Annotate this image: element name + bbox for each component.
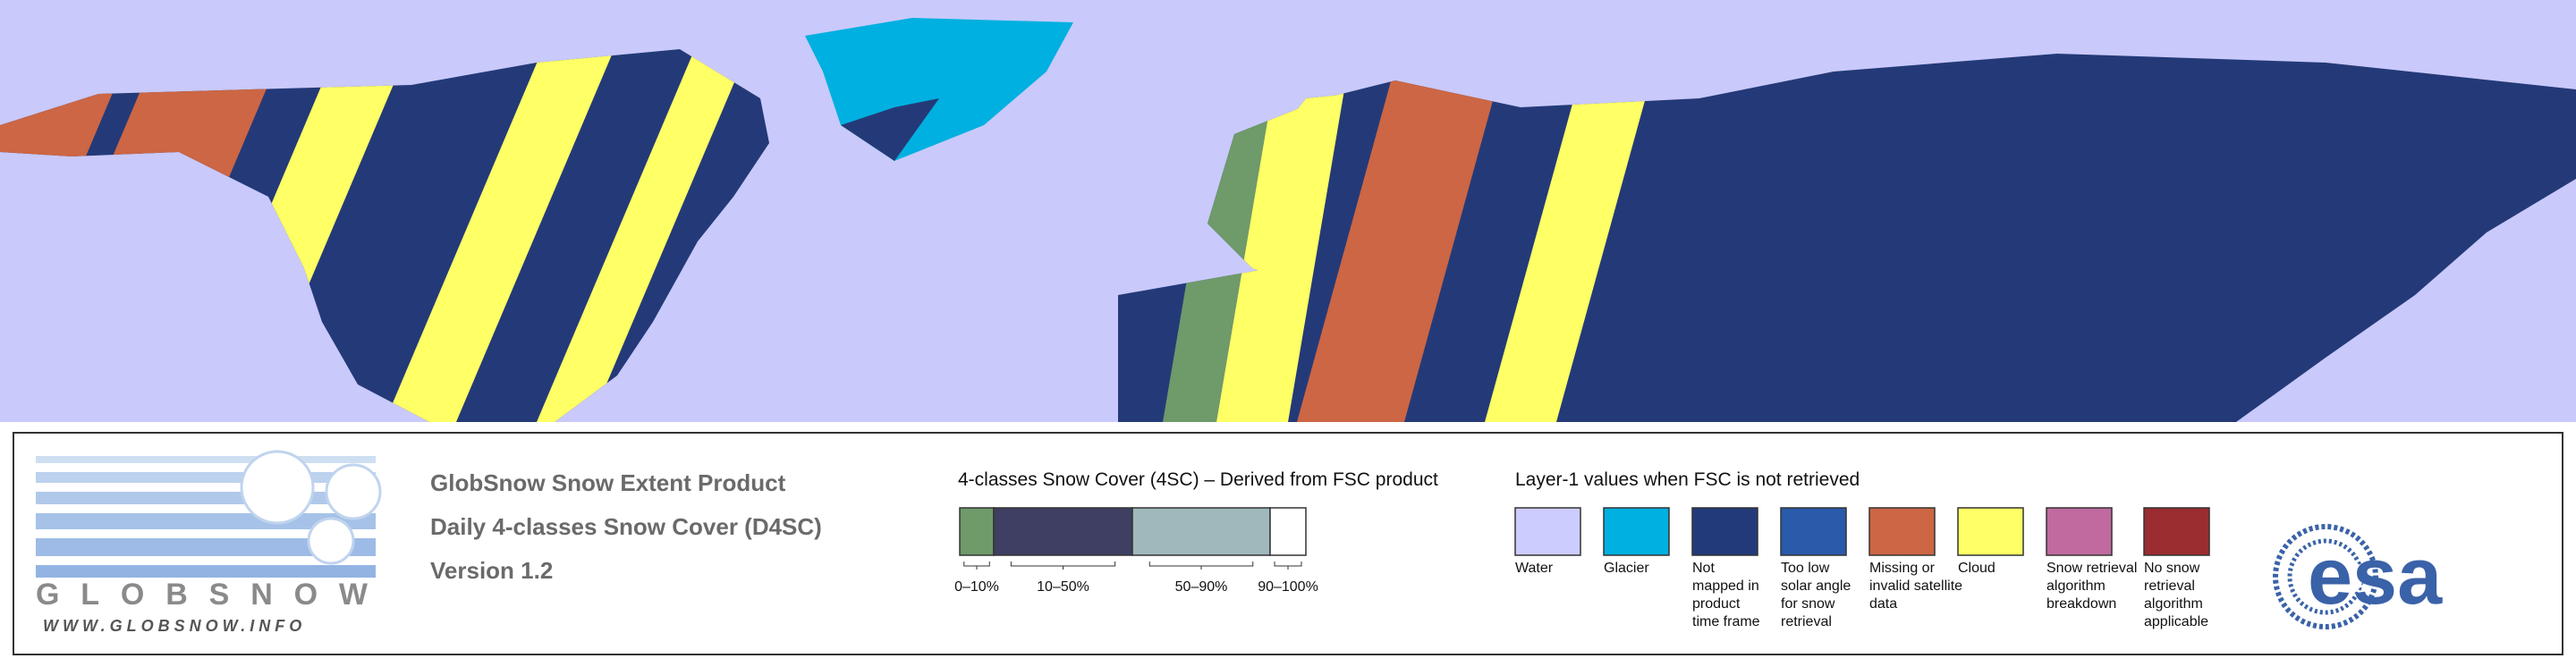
layer1-label: Snow retrieval algorithm breakdown: [2046, 561, 2137, 612]
product-line: Daily 4-classes Snow Cover (D4SC): [430, 513, 822, 540]
legend-layer1-title: Layer-1 values when FSC is not retrieved: [1515, 469, 1860, 490]
legend-4sc: 0–10% 10–50% 50–90% 90–100%: [954, 507, 1318, 595]
logo-url: WWW.GLOBSNOW.INFO: [43, 617, 306, 635]
class-bracket: [1010, 561, 1116, 570]
layer1-swatch: [1868, 507, 1936, 556]
layer1-label: No snow retrieval algorithm applicable: [2144, 561, 2208, 629]
layer1-label: Too low solar angle for snow retrieval: [1781, 561, 1851, 629]
class-swatch: [1131, 507, 1271, 556]
globsnow-logo: GLOBSNOW WWW.GLOBSNOW.INFO: [36, 450, 382, 635]
layer1-label: Glacier: [1604, 561, 1649, 576]
esa-logo: esa: [2273, 524, 2443, 629]
layer1-label-line: Glacier: [1604, 561, 1649, 576]
layer1-swatch: [1780, 507, 1847, 556]
layer1-label: Cloud: [1958, 561, 1996, 576]
product-info: GlobSnow Snow Extent Product Daily 4-clas…: [430, 469, 822, 584]
class-label: 0–10%: [954, 579, 999, 595]
layer1-label-line: invalid satellite: [1869, 578, 1962, 594]
layer1-label-line: Snow retrieval: [2046, 561, 2137, 576]
layer1-label-line: applicable: [2144, 614, 2208, 629]
class-label: 50–90%: [1175, 579, 1228, 595]
legend-4sc-title: 4-classes Snow Cover (4SC) – Derived fro…: [958, 469, 1438, 490]
map: [0, 0, 2576, 422]
layer1-swatch: [1514, 507, 1581, 556]
class-bracket: [1274, 561, 1302, 570]
layer1-label: Not mapped in product time frame: [1692, 561, 1760, 629]
class-swatch: [1269, 507, 1307, 556]
layer1-swatch: [1603, 507, 1670, 556]
layer1-label-line: breakdown: [2046, 596, 2116, 612]
layer1-label-line: mapped in: [1692, 578, 1759, 594]
layer1-label-line: solar angle: [1781, 578, 1851, 594]
layer1-label-line: for snow: [1781, 596, 1835, 612]
layer1-label-line: algorithm: [2046, 578, 2106, 594]
layer1-label-line: No snow: [2144, 561, 2200, 576]
layer1-label-line: Not: [1692, 561, 1715, 576]
layer1-swatch: [2143, 507, 2210, 556]
layer1-label-line: product: [1692, 596, 1741, 612]
layer1-label-line: time frame: [1692, 614, 1760, 629]
layer1-label: Missing or invalid satellite data: [1869, 561, 1962, 612]
layer1-label-line: Water: [1515, 561, 1554, 576]
product-line: GlobSnow Snow Extent Product: [430, 469, 786, 496]
class-swatch: [993, 507, 1133, 556]
layer1-label-line: Missing or: [1869, 561, 1936, 576]
layer1-label-line: data: [1869, 596, 1897, 612]
layer1-label-line: Cloud: [1958, 561, 1996, 576]
class-label: 10–50%: [1037, 579, 1089, 595]
class-bracket: [963, 561, 990, 570]
layer1-label-line: retrieval: [1781, 614, 1832, 629]
layer1-label-line: algorithm: [2144, 596, 2203, 612]
class-bracket: [1148, 561, 1254, 570]
product-line: Version 1.2: [430, 557, 553, 584]
class-label: 90–100%: [1258, 579, 1318, 595]
class-swatch: [959, 507, 995, 556]
layer1-swatch: [2046, 507, 2113, 556]
layer1-label-line: retrieval: [2144, 578, 2195, 594]
layer1-label-line: Too low: [1781, 561, 1830, 576]
layer1-swatch: [1957, 507, 2024, 556]
layer1-swatch: [1691, 507, 1758, 556]
esa-text: esa: [2308, 532, 2443, 621]
layer1-label: Water: [1515, 561, 1554, 576]
legend-layer1: Water Glacier Not mapped in product time fram…: [1514, 507, 2210, 629]
